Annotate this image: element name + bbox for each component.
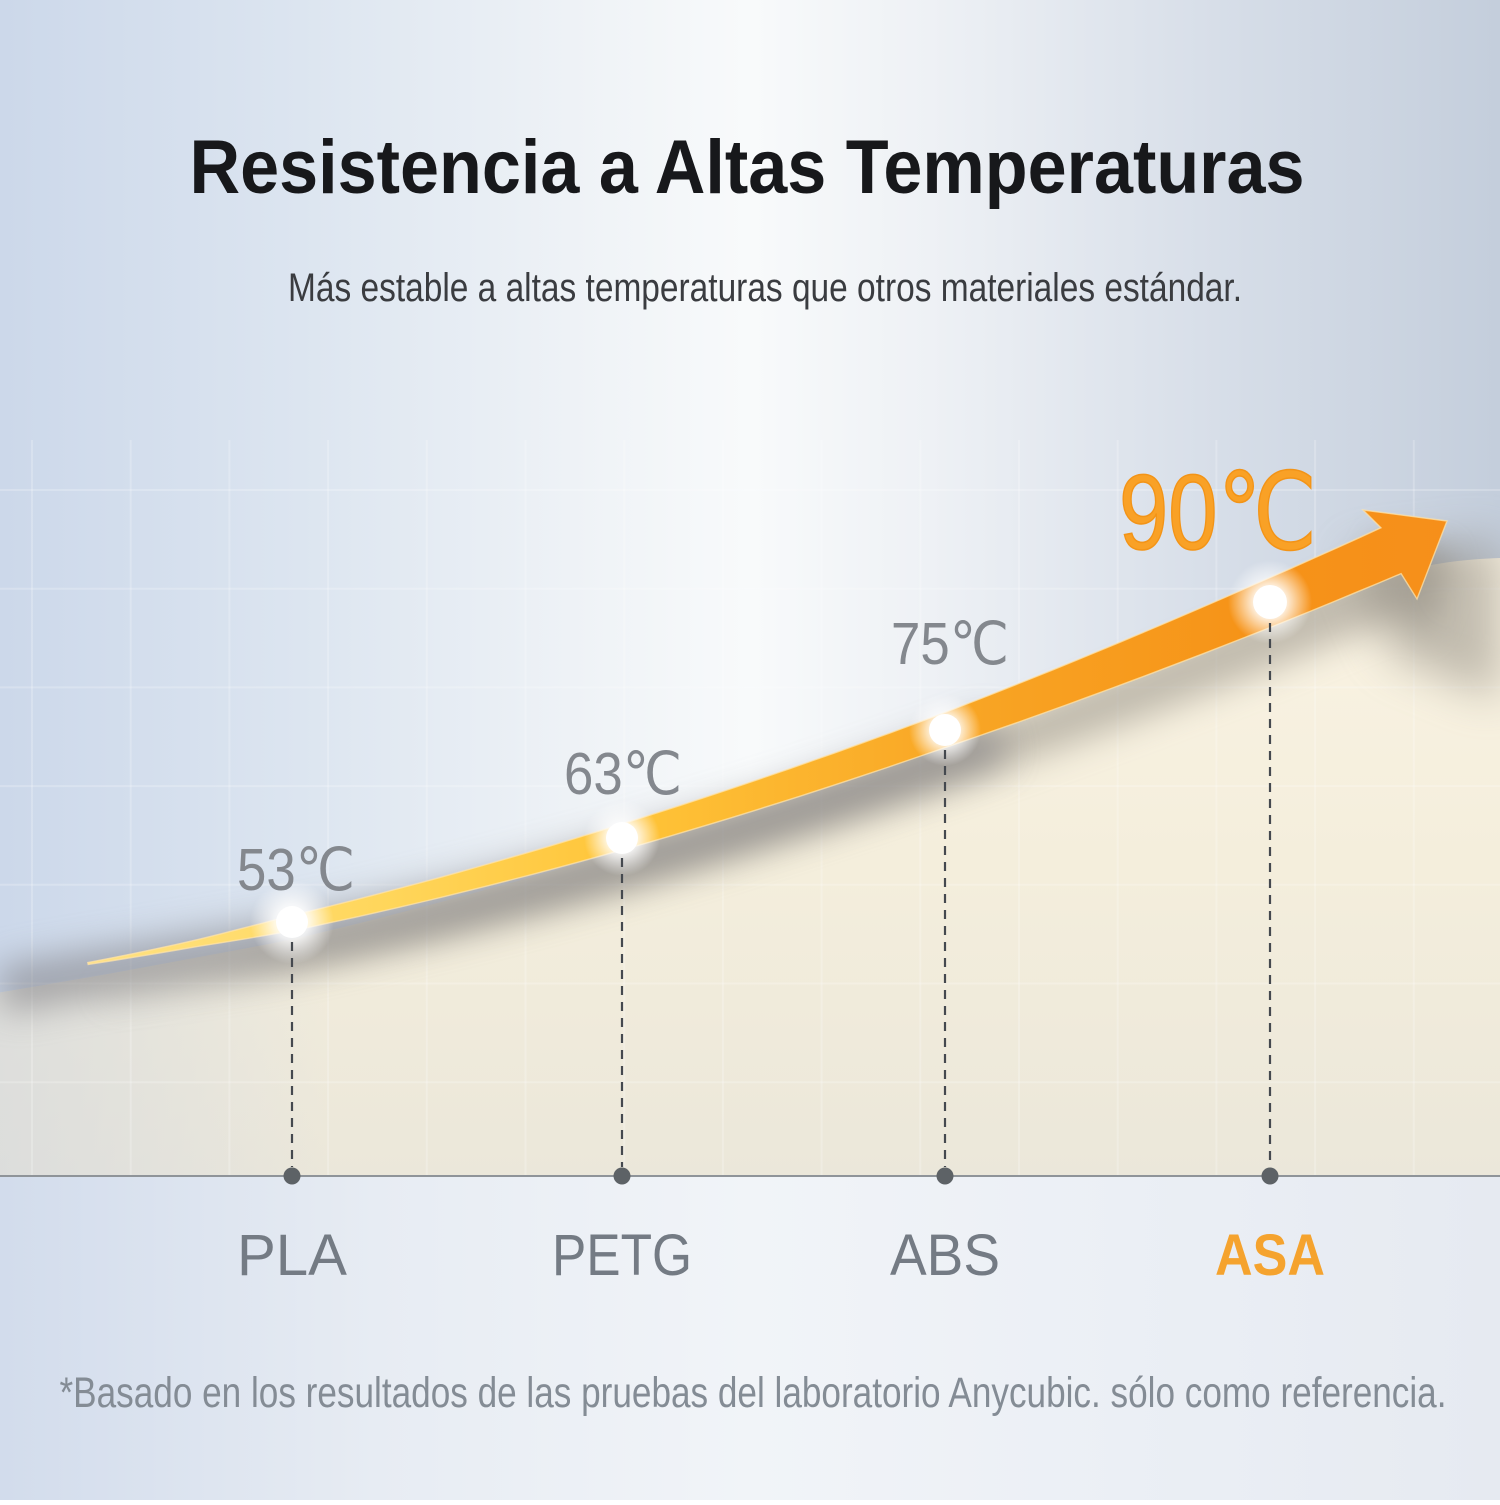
svg-text:90℃: 90℃ [1119,452,1317,572]
svg-text:Resistencia a Altas Temperatur: Resistencia a Altas Temperaturas [190,125,1305,210]
svg-text:75℃: 75℃ [891,611,1009,677]
svg-text:ASA: ASA [1215,1223,1325,1288]
svg-text:Más estable a altas temperatur: Más estable a altas temperaturas que otr… [288,266,1242,310]
svg-text:PETG: PETG [552,1223,692,1288]
svg-text:53℃: 53℃ [237,837,355,903]
svg-text:ABS: ABS [890,1223,1000,1288]
svg-text:63℃: 63℃ [564,741,682,807]
svg-text:PLA: PLA [237,1223,347,1288]
svg-text:*Basado en los resultados de l: *Basado en los resultados de las pruebas… [60,1369,1447,1417]
